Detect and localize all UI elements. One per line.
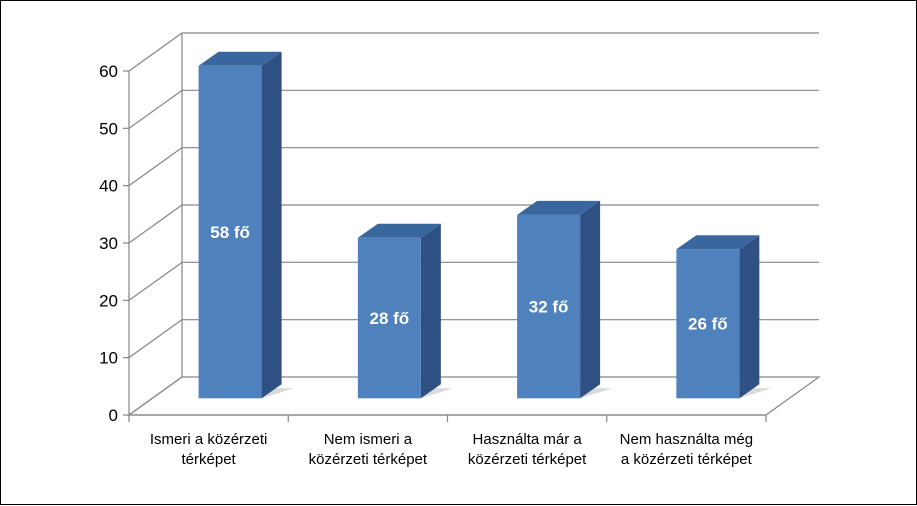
category-labels: Ismeri a közérzeti térképet Nem ismeri a kö…	[150, 431, 753, 468]
side-gridline	[128, 319, 183, 359]
side-gridline	[128, 376, 183, 416]
bar-top	[198, 51, 282, 66]
category-label: Nem használta még a közérzeti térképet	[620, 431, 753, 468]
bars: 58 fő 28 fő 32 fő 26 fő	[198, 51, 772, 399]
y-tick-labels: 0 10 20 30 40 50 60	[99, 62, 118, 425]
category-label: Nem ismeri a közérzeti térképet	[309, 431, 428, 468]
y-tick-label: 50	[99, 119, 118, 138]
y-tick-label: 60	[99, 62, 118, 81]
data-label: 32 fő	[529, 298, 569, 317]
category-label: Ismeri a közérzeti térképet	[150, 431, 268, 468]
bar-top	[357, 223, 441, 238]
data-label: 26 fő	[688, 315, 728, 334]
bar	[517, 214, 581, 399]
bar	[676, 249, 740, 399]
bar-side	[580, 200, 601, 399]
side-gridline	[128, 261, 183, 301]
data-label: 28 fő	[370, 309, 410, 328]
y-tick-label: 30	[99, 234, 118, 253]
y-tick-label: 10	[99, 349, 118, 368]
data-label: 58 fő	[210, 223, 250, 242]
side-gridline	[128, 32, 183, 72]
bar	[357, 237, 421, 399]
bar-side	[420, 223, 441, 399]
side-gridline	[128, 204, 183, 244]
axes	[123, 70, 767, 422]
bar-top	[676, 235, 760, 250]
bar-side	[261, 51, 282, 399]
category-label: Használta már a közérzeti térképet	[468, 431, 587, 468]
y-tick-label: 0	[109, 406, 118, 425]
bar-side	[739, 235, 760, 399]
bar	[198, 65, 262, 399]
side-gridline	[128, 89, 183, 129]
side-gridline	[128, 147, 183, 187]
y-tick-label: 20	[99, 291, 118, 310]
gridlines	[127, 32, 821, 416]
bar-top	[517, 200, 601, 215]
y-tick-label: 40	[99, 177, 118, 196]
